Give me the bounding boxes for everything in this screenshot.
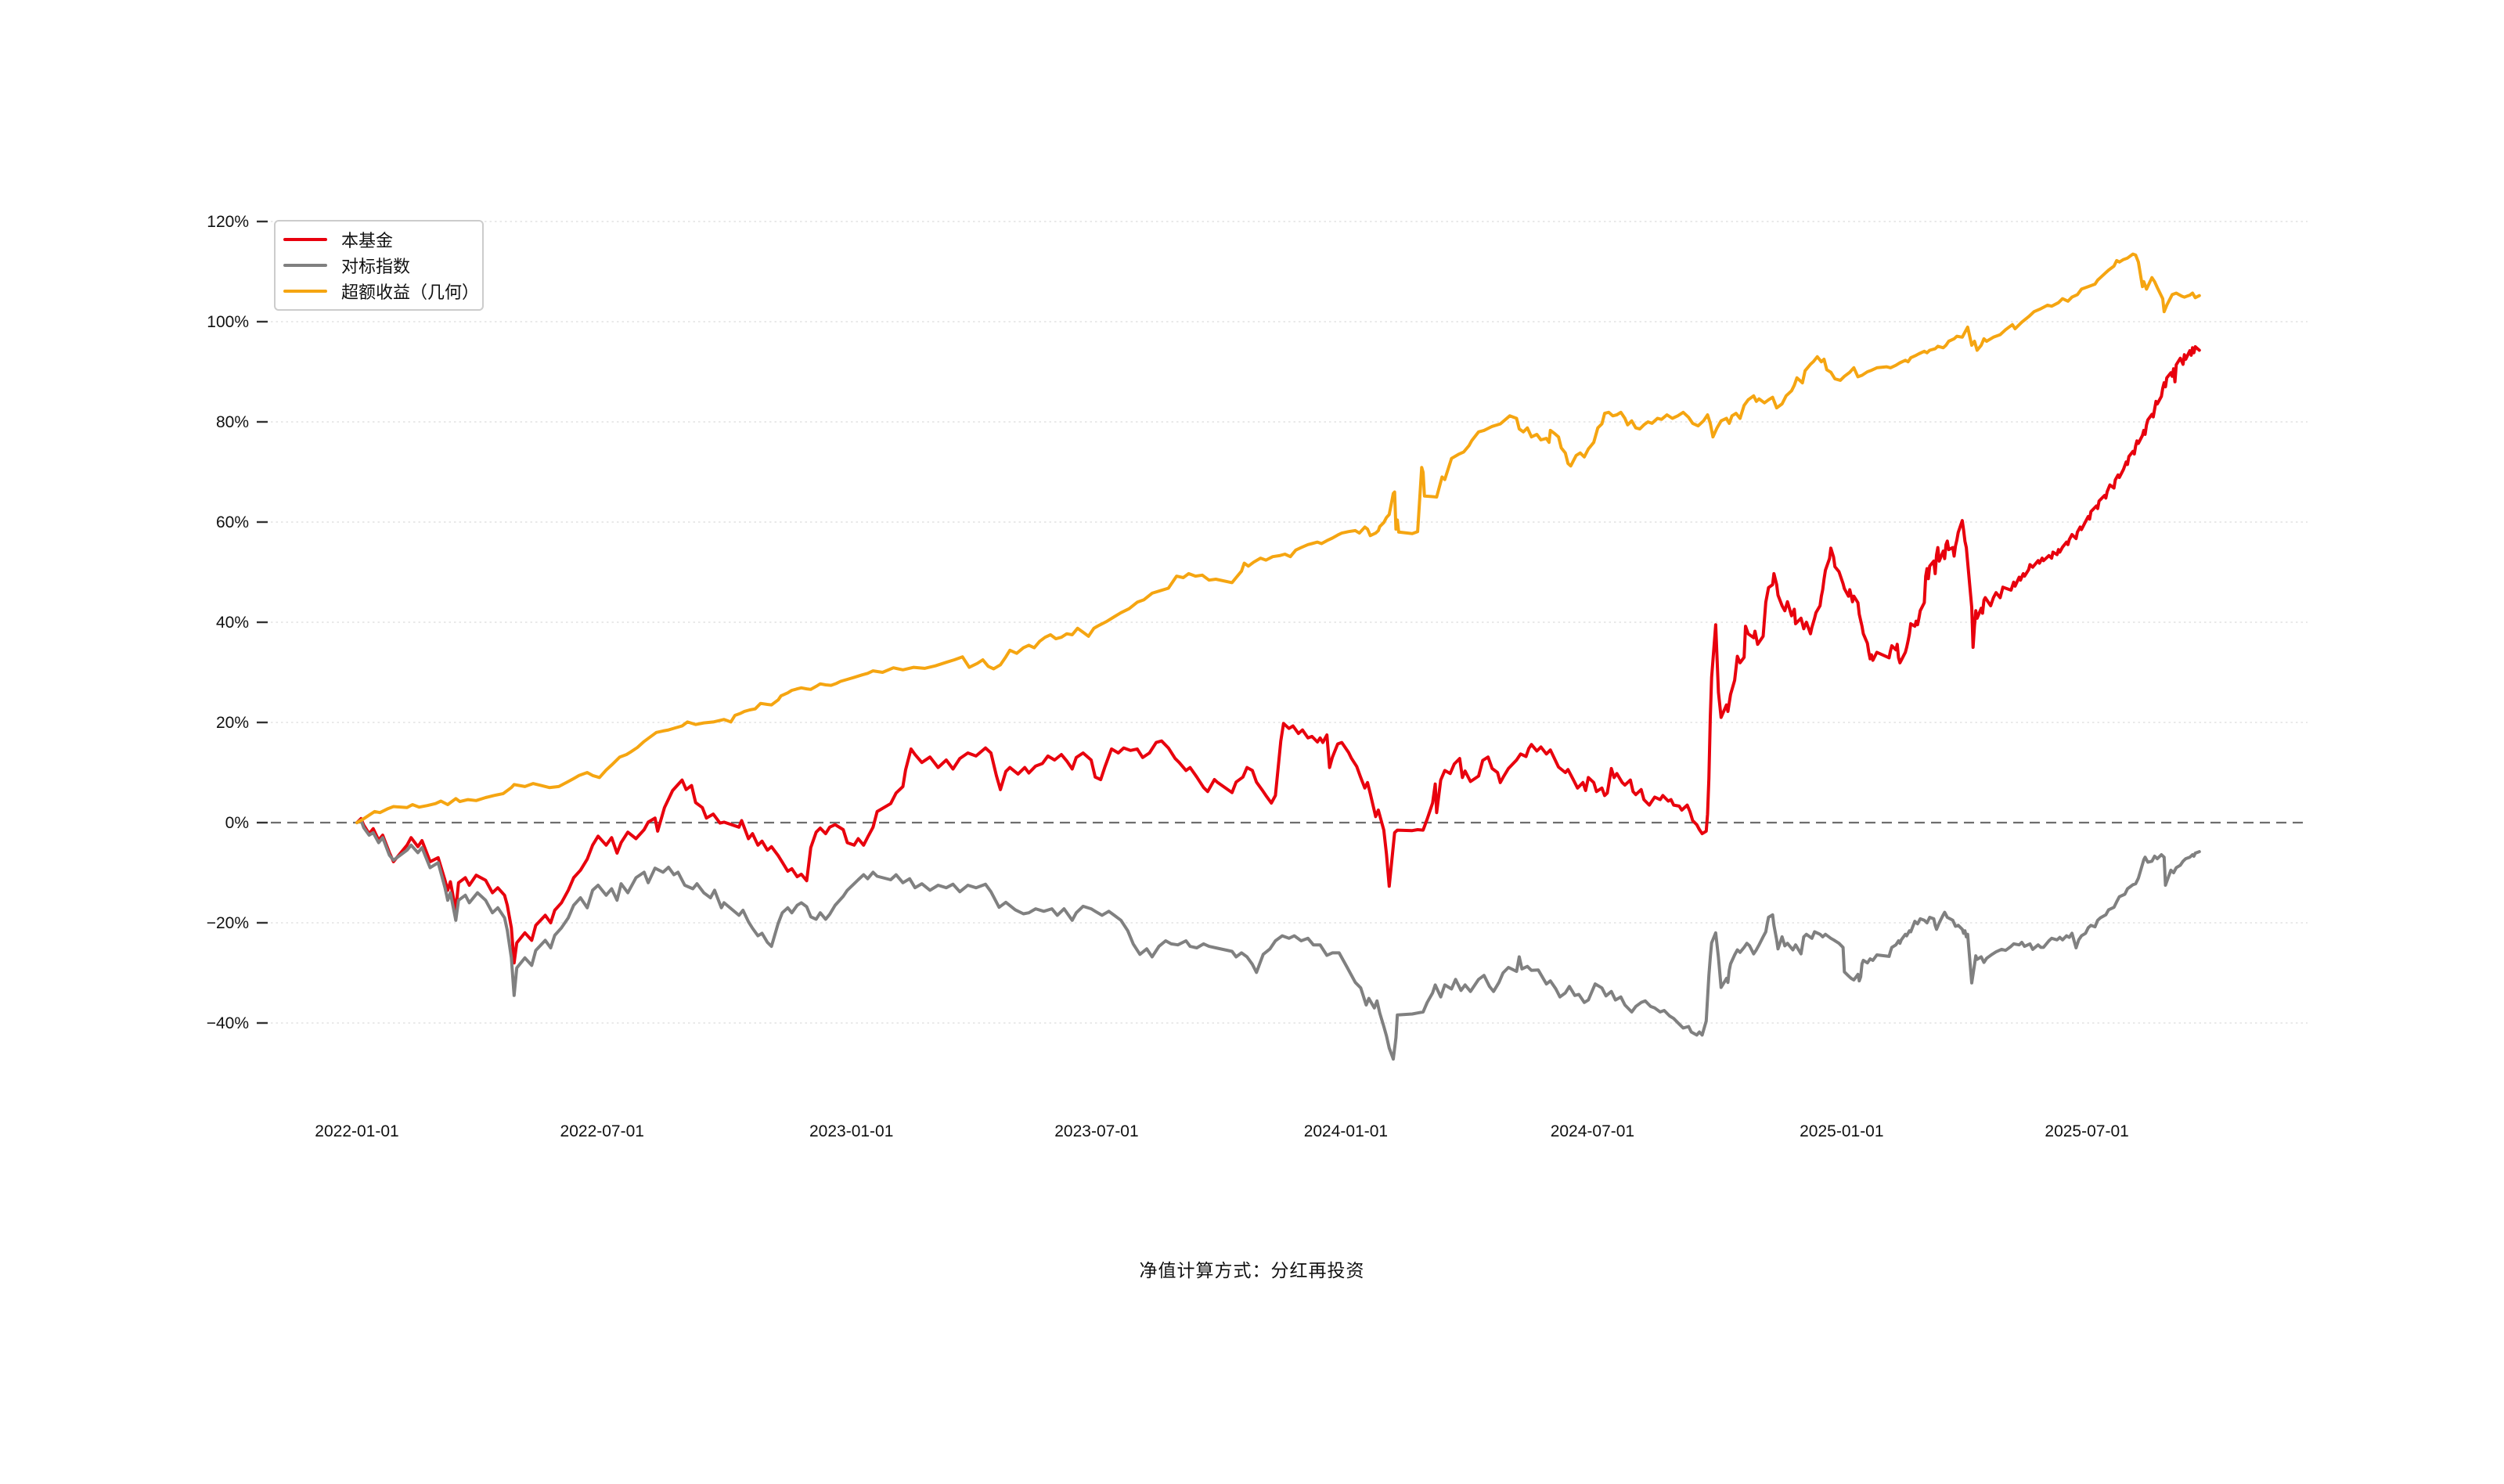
legend-label-fund: 本基金 — [341, 231, 394, 250]
y-tick-label--40: −40% — [207, 1014, 249, 1032]
legend: 本基金 对标指数 超额收益（几何） — [274, 220, 484, 311]
x-tick-label-2023-07-01: 2023-07-01 — [1054, 1122, 1138, 1140]
y-tick-label-80: 80% — [216, 413, 249, 431]
y-tick-label-20: 20% — [216, 714, 249, 732]
series-line-benchmark — [355, 818, 2201, 1061]
y-tick-label-100: 100% — [207, 313, 249, 331]
y-tick-label-120: 120% — [207, 213, 249, 231]
legend-item-fund: 本基金 — [276, 227, 482, 252]
x-tick-label-2024-07-01: 2024-07-01 — [1551, 1122, 1634, 1140]
x-tick-label-2023-01-01: 2023-01-01 — [809, 1122, 893, 1140]
series-line-fund — [355, 345, 2201, 965]
x-tick-label-2025-01-01: 2025-01-01 — [1800, 1122, 1883, 1140]
x-tick-label-2025-07-01: 2025-07-01 — [2045, 1122, 2128, 1140]
y-tick-label-40: 40% — [216, 614, 249, 632]
legend-item-excess: 超额收益（几何） — [276, 279, 482, 304]
y-tick-label-0: 0% — [225, 814, 249, 832]
series-line-excess — [355, 252, 2201, 824]
y-tick-label-60: 60% — [216, 513, 249, 531]
excess-line-swatch — [283, 290, 327, 293]
nav-calculation-note: 净值计算方式：分红再投资 — [1139, 1260, 1365, 1280]
legend-label-benchmark: 对标指数 — [341, 257, 411, 276]
legend-label-excess: 超额收益（几何） — [341, 283, 480, 302]
benchmark-line-swatch — [283, 264, 327, 267]
legend-item-benchmark: 对标指数 — [276, 253, 482, 278]
x-tick-label-2024-01-01: 2024-01-01 — [1304, 1122, 1388, 1140]
x-tick-label-2022-01-01: 2022-01-01 — [315, 1122, 398, 1140]
x-tick-label-2022-07-01: 2022-07-01 — [560, 1122, 644, 1140]
fund-line-swatch — [283, 238, 327, 241]
y-tick-label--20: −20% — [207, 914, 249, 932]
